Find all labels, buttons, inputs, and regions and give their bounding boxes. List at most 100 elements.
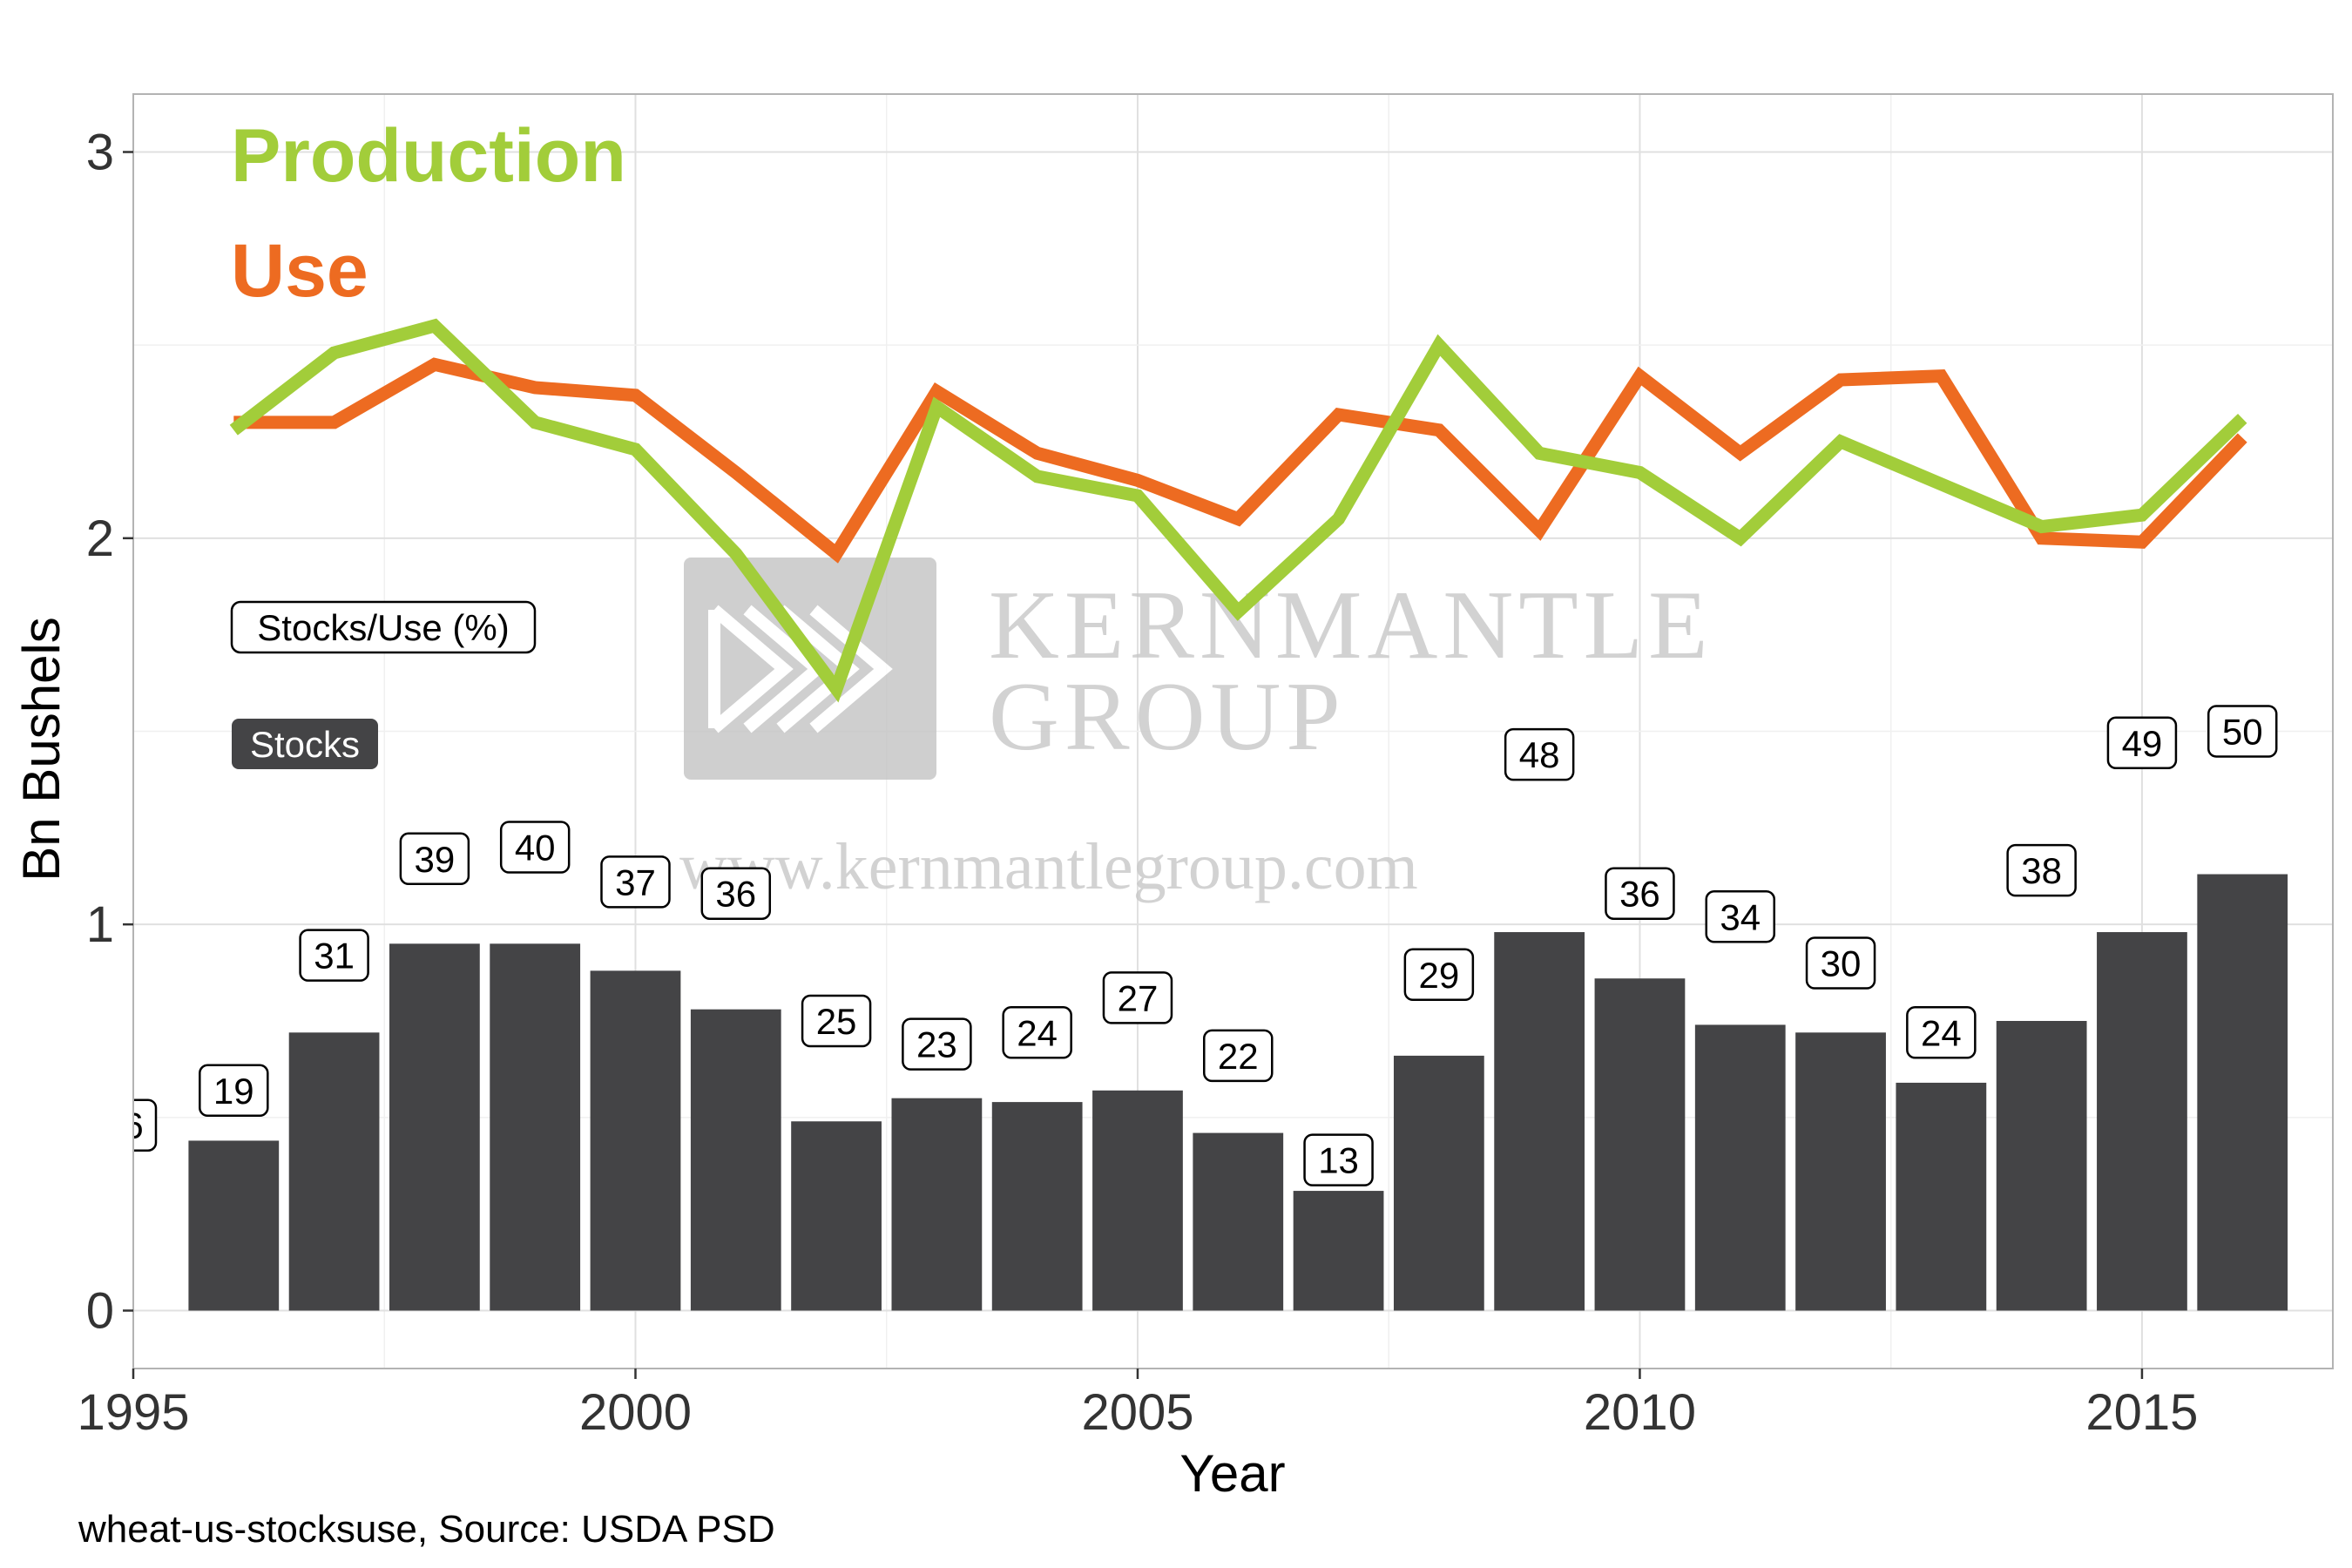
y-axis-title: Bn Bushels (12, 617, 71, 882)
stocks-use-label-2001: 36 (700, 867, 772, 920)
stocks-use-label-box (1705, 890, 1775, 943)
stocks-bar-2012 (1795, 1032, 1886, 1311)
stocks-use-label-text: 23 (916, 1024, 957, 1065)
stocks-bar-2007 (1293, 1191, 1384, 1311)
stocks-use-label-box (133, 1098, 158, 1152)
stocks-use-label-text: 50 (2222, 712, 2263, 753)
x-axis-title: Year (1179, 1444, 1285, 1503)
stocks-use-label-text: 24 (1921, 1012, 1962, 1053)
x-axis-ticks: 1995 2000 2005 2010 2015 (77, 1369, 2198, 1441)
stocks-use-label-2012: 30 (1805, 936, 1876, 990)
stocks-use-label-box (1102, 971, 1173, 1024)
legend-stocks-box (232, 719, 378, 769)
stocks-use-label-box (1002, 1006, 1072, 1059)
stocks-bar-2005 (1092, 1090, 1183, 1311)
stocks-use-label-text: 36 (1619, 874, 1660, 915)
stocks-use-label-text: 29 (1418, 955, 1459, 996)
stocks-bar-2014 (1996, 1021, 2087, 1311)
y-tick-label: 3 (86, 125, 114, 181)
stocks-use-label-2002: 25 (801, 994, 872, 1048)
stocks-bar-2016 (2197, 874, 2288, 1311)
x-tick-label: 1995 (77, 1384, 189, 1441)
stocks-use-labels: 6 19 31 39 40 37 36 25 23 24 27 22 13 29 48 36 34 30 24 38 4… (123, 705, 2278, 1186)
stocks-use-label-box (1303, 1133, 1374, 1186)
stocks-bar-1996 (188, 1140, 280, 1311)
y-tick-label: 2 (86, 510, 114, 567)
stocks-use-label-2003: 23 (902, 1017, 972, 1071)
stocks-use-label-box (2006, 843, 2077, 897)
stocks-bar-2003 (891, 1098, 983, 1311)
stocks-use-label-box (199, 1064, 269, 1118)
stocks-bar-1997 (288, 1032, 380, 1311)
x-tick-label: 2005 (1081, 1384, 1193, 1441)
stocks-bar-2010 (1594, 978, 1686, 1311)
stocks-use-label-1995: 6 (123, 1098, 158, 1152)
stocks-use-label-box (902, 1017, 972, 1071)
stocks-use-label-2008: 29 (1403, 948, 1475, 1002)
stocks-use-label-box (1906, 1006, 1977, 1059)
legend-production: Production (231, 114, 626, 198)
stocks-use-label-1999: 40 (499, 821, 571, 874)
stocks-use-label-2009: 48 (1504, 727, 1575, 781)
stocks-use-label-1997: 31 (299, 929, 369, 982)
panel-border (132, 93, 2334, 1369)
y-tick-label: 1 (86, 896, 114, 953)
legend-stocks-use: Stocks/Use (%) (257, 607, 509, 648)
stocks-use-label-text: 38 (2021, 850, 2062, 891)
stocks-use-label-box (1504, 727, 1575, 781)
x-tick-label: 2015 (2085, 1384, 2198, 1441)
stocks-use-label-2011: 34 (1705, 890, 1775, 943)
watermark-url: www.kernmantlegroup.com (679, 830, 1418, 903)
watermark-line2: GROUP (989, 663, 1346, 771)
stocks-bar-2006 (1193, 1132, 1284, 1311)
stocks-use-label-box (1805, 936, 1876, 990)
series-lines (229, 318, 2247, 703)
stocks-use-label-text: 31 (314, 936, 355, 977)
stocks-use-label-text: 48 (1519, 734, 1560, 775)
legend: Production Use Stocks/Use (%) Stocks (230, 114, 626, 769)
stocks-use-label-box (1203, 1029, 1274, 1083)
stocks-use-label-2010: 36 (1605, 867, 1675, 920)
stocks-bars (188, 874, 2288, 1311)
watermark: KERNMANTLE GROUP www.kernmantlegroup.com (679, 558, 1707, 903)
stocks-use-label-text: 25 (816, 1001, 857, 1042)
stocks-use-label-2007: 13 (1303, 1133, 1374, 1186)
x-tick-label: 2010 (1584, 1384, 1696, 1441)
legend-use: Use (231, 229, 368, 313)
stocks-bar-2011 (1694, 1024, 1786, 1311)
stocks-bar-2015 (2097, 932, 2187, 1311)
y-axis-ticks: 0 1 2 3 (86, 125, 133, 1340)
stocks-use-label-box (499, 821, 571, 874)
stocks-use-label-text: 6 (123, 1105, 143, 1146)
stocks-use-label-text: 19 (213, 1071, 254, 1112)
stocks-use-label-box (1403, 948, 1475, 1002)
stocks-bar-2008 (1393, 1055, 1484, 1311)
y-tick-label: 0 (86, 1283, 114, 1340)
x-tick-label: 2000 (579, 1384, 692, 1441)
use-line (233, 357, 2247, 564)
stocks-use-label-text: 27 (1118, 977, 1159, 1018)
stocks-use-label-box (801, 994, 872, 1048)
stocks-use-label-2006: 22 (1203, 1029, 1274, 1083)
stocks-use-label-text: 36 (715, 874, 756, 915)
stocks-use-label-box (600, 855, 671, 909)
stocks-bar-2002 (791, 1121, 882, 1311)
stocks-use-label-box (399, 832, 470, 886)
stocks-use-label-text: 37 (615, 862, 656, 902)
stocks-use-label-2015: 49 (2106, 716, 2178, 770)
stocks-bar-1999 (490, 943, 581, 1311)
stocks-use-label-2000: 37 (600, 855, 671, 909)
stocks-use-label-text: 24 (1017, 1012, 1058, 1053)
stocks-bar-2004 (991, 1102, 1083, 1311)
production-line (229, 318, 2247, 703)
stocks-use-label-text: 39 (415, 839, 456, 880)
stocks-use-label-box (2207, 705, 2278, 758)
stocks-bar-2013 (1896, 1082, 1987, 1311)
legend-stocks-use-box (230, 600, 537, 654)
stocks-use-label-1996: 19 (199, 1064, 269, 1118)
stocks-use-label-text: 13 (1318, 1140, 1359, 1181)
stocks-use-label-text: 49 (2122, 723, 2163, 764)
stocks-use-label-2013: 24 (1906, 1006, 1977, 1059)
stocks-use-label-text: 22 (1218, 1036, 1259, 1077)
stocks-use-label-text: 34 (1720, 896, 1761, 937)
